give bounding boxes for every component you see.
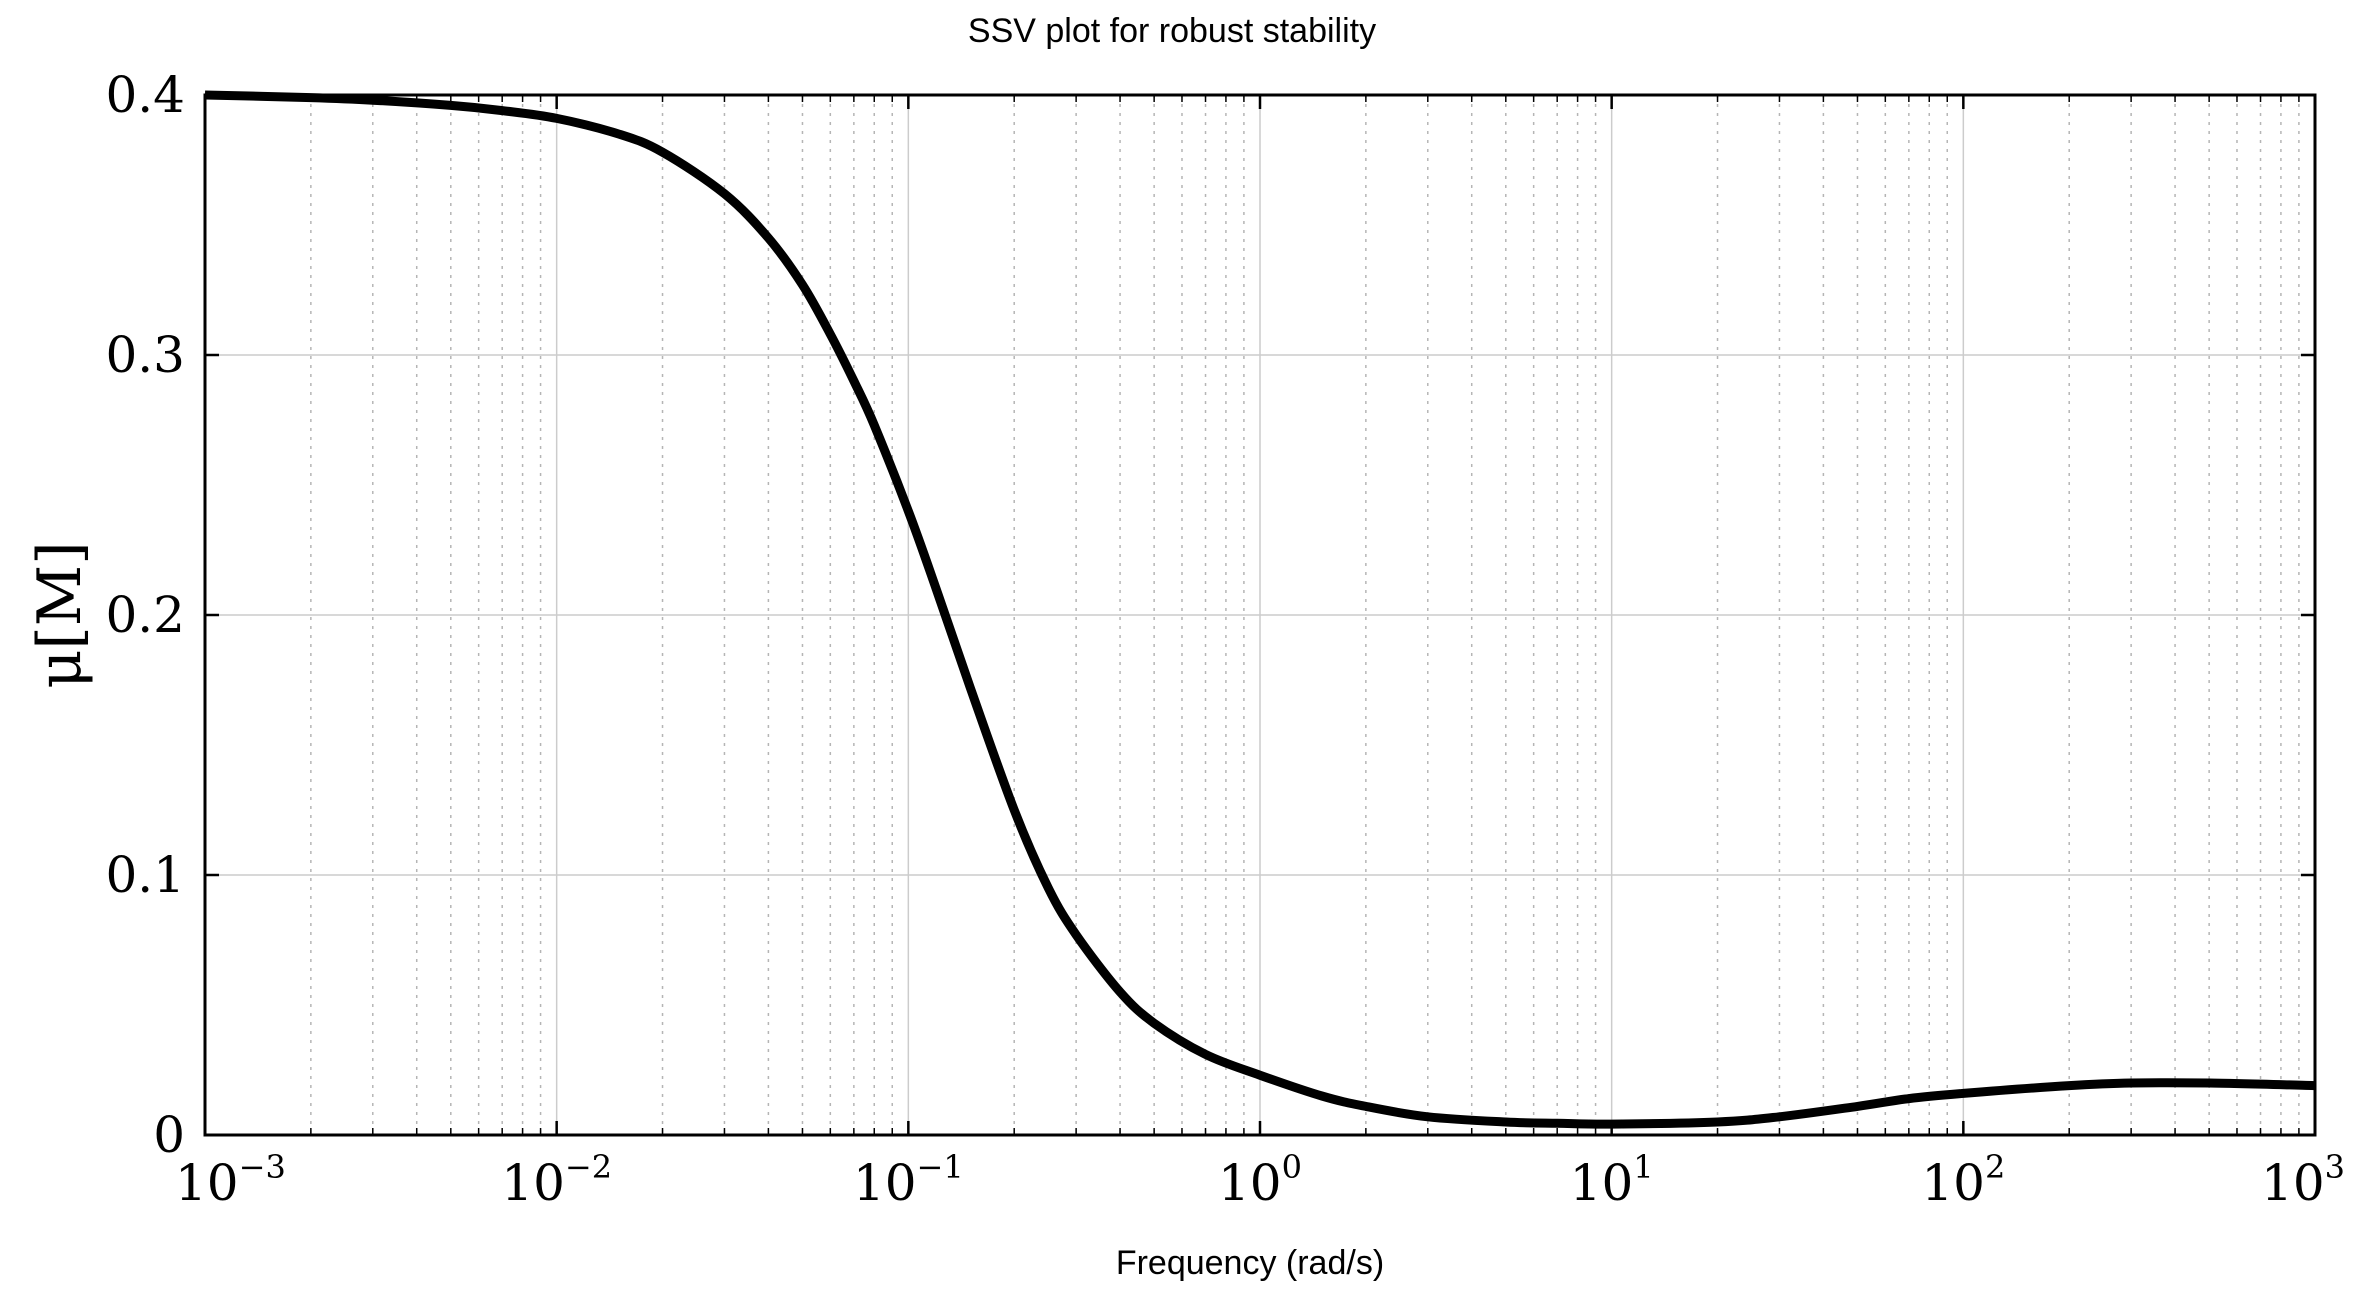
x-tick-exponent: 2 [1985,1148,2005,1186]
x-tick-label: 100 [1218,1148,1302,1212]
x-tick-label: 10−1 [853,1148,964,1212]
x-tick-exponent: 0 [1282,1148,1302,1186]
x-axis-label: Frequency (rad/s) [1116,1244,1384,1282]
y-tick-label: 0.3 [105,326,185,384]
ticks [203,93,2317,1137]
y-tick-label: 0 [153,1106,185,1164]
y-axis-label: μ[M] [25,541,95,688]
x-tick-label: 102 [1921,1148,2005,1212]
x-tick-base: 10 [2261,1154,2325,1212]
y-tick-label: 0.4 [105,66,185,124]
x-tick-base: 10 [853,1154,917,1212]
x-tick-exponent: −2 [565,1148,612,1186]
curve-layer [204,90,2316,1129]
x-tick-label: 10−3 [175,1148,286,1212]
x-tick-exponent: 3 [2325,1148,2345,1186]
x-tick-exponent: 1 [1633,1148,1653,1186]
series-line-mu [204,90,2316,1129]
grid [204,94,2316,1136]
x-tick-base: 10 [501,1154,565,1212]
x-tick-exponent: −3 [239,1148,286,1186]
x-tick-label: 10−2 [501,1148,612,1212]
y-tick-labels: 0 0.1 0.2 0.3 0.4 [105,66,185,1164]
x-tick-base: 10 [1921,1154,1985,1212]
y-tick-label: 0.2 [105,586,185,644]
x-tick-base: 10 [175,1154,239,1212]
x-tick-labels: 10−3 10−2 10−1 100 101 102 103 [175,1148,2345,1212]
x-tick-base: 10 [1570,1154,1634,1212]
x-tick-base: 10 [1218,1154,1282,1212]
chart-title: SSV plot for robust stability [968,12,1376,50]
x-tick-label: 103 [2261,1148,2345,1212]
x-tick-exponent: −1 [917,1148,964,1186]
x-tick-label: 101 [1570,1148,1654,1212]
y-tick-label: 0.1 [105,846,185,904]
